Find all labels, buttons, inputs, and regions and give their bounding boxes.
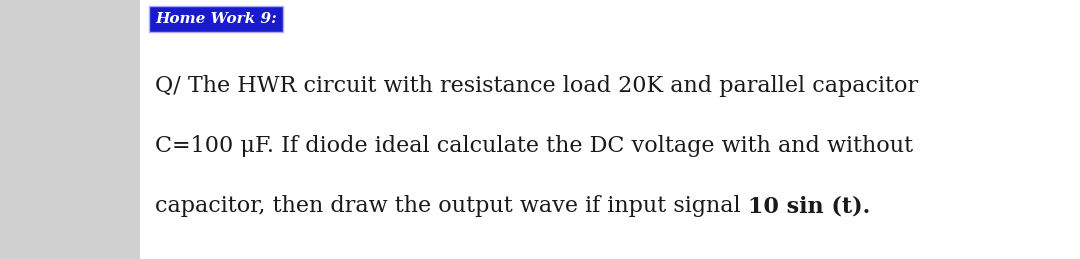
Text: Q/ The HWR circuit with resistance load 20K and parallel capacitor: Q/ The HWR circuit with resistance load … <box>156 75 918 97</box>
Text: 10 sin (t).: 10 sin (t). <box>747 195 870 217</box>
Text: C=100 μF. If diode ideal calculate the DC voltage with and without: C=100 μF. If diode ideal calculate the D… <box>156 135 913 157</box>
Text: capacitor, then draw the output wave if input signal: capacitor, then draw the output wave if … <box>156 195 747 217</box>
Bar <box>0 0 140 259</box>
Text: Home Work 9:: Home Work 9: <box>156 12 276 26</box>
